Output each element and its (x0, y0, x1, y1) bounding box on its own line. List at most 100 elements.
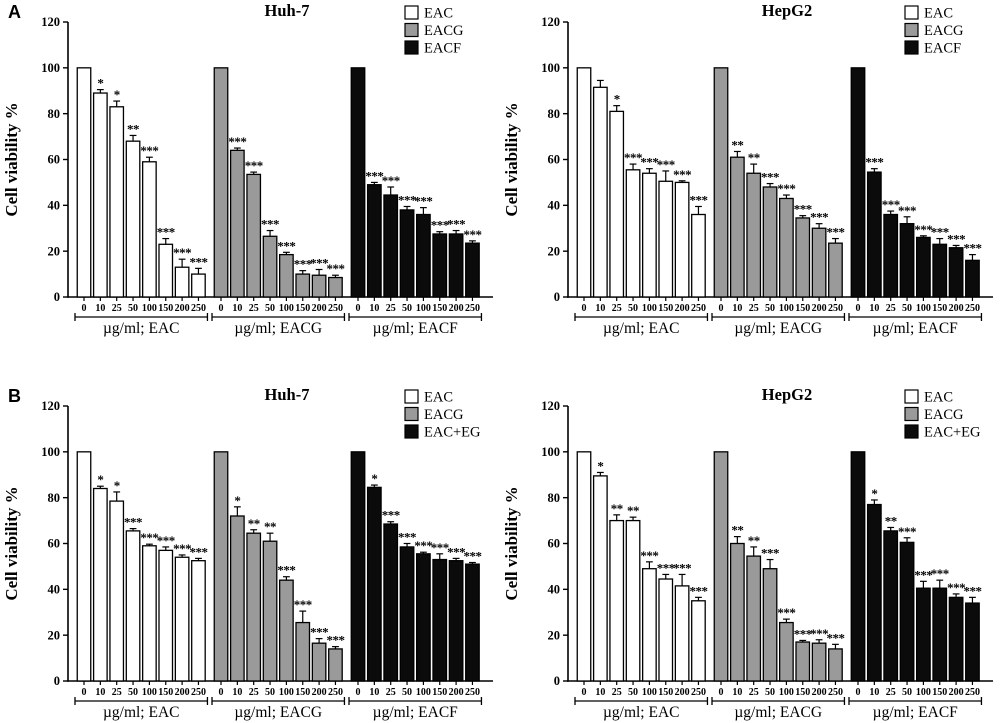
bar (213, 451, 229, 682)
bar (674, 585, 690, 682)
x-tick-label: 0 (219, 687, 224, 698)
x-tick-label: 50 (902, 687, 912, 698)
group-axis-label: µg/ml; EACG (234, 320, 322, 337)
significance-stars: *** (794, 202, 812, 217)
bar (229, 149, 245, 298)
x-tick-label: 100 (642, 687, 657, 698)
bar (174, 266, 190, 298)
x-tick-label: 0 (582, 303, 587, 314)
significance-stars: *** (431, 540, 449, 555)
bar (141, 161, 157, 298)
x-tick-label: 200 (949, 303, 964, 314)
x-tick-label: 200 (312, 303, 327, 314)
x-tick-label: 100 (916, 687, 931, 698)
x-tick-label: 200 (175, 303, 190, 314)
bar (948, 596, 964, 682)
significance-stars: *** (228, 134, 246, 149)
bar (576, 67, 592, 298)
significance-stars: *** (826, 630, 844, 645)
significance-stars: *** (865, 155, 883, 170)
panel-a-label: A (8, 2, 21, 22)
x-tick-label: 250 (328, 687, 343, 698)
legend-label: EAC (924, 390, 953, 406)
group-axis-label: µg/ml; EACF (873, 704, 959, 721)
bar (328, 648, 343, 682)
significance-stars: ** (885, 513, 897, 528)
x-tick-label: 10 (595, 303, 605, 314)
bar (899, 223, 915, 298)
legend-swatch-eacf (404, 40, 419, 55)
y-tick-label: 60 (548, 153, 561, 167)
significance-stars: *** (310, 256, 328, 271)
group-axis-label: µg/ml; EACF (873, 320, 959, 337)
significance-stars: ** (627, 503, 639, 518)
legend-swatch-eacf (904, 40, 919, 55)
bar (883, 530, 899, 682)
bar (311, 642, 327, 682)
y-tick-label: 80 (48, 491, 61, 505)
significance-stars: *** (826, 225, 844, 240)
x-tick-label: 25 (386, 687, 396, 698)
x-tick-label: 50 (902, 303, 912, 314)
group-axis-label: µg/ml; EACF (373, 320, 459, 337)
x-tick-label: 0 (719, 303, 724, 314)
y-tick-label: 40 (48, 583, 61, 597)
x-tick-label: 25 (612, 687, 622, 698)
bar (262, 540, 278, 682)
x-tick-label: 250 (828, 687, 843, 698)
x-tick-label: 25 (886, 303, 896, 314)
significance-stars: *** (140, 143, 158, 158)
significance-stars: *** (277, 238, 295, 253)
bar (415, 553, 431, 682)
legend-swatch-eac (904, 5, 919, 20)
legend-swatch-eacg (404, 406, 419, 422)
x-tick-label: 200 (949, 687, 964, 698)
bar (432, 233, 448, 298)
significance-stars: *** (447, 544, 465, 559)
bar (795, 641, 811, 682)
bar (366, 184, 382, 298)
y-tick-label: 0 (554, 290, 560, 304)
significance-stars: *** (124, 515, 142, 530)
bar (448, 233, 464, 298)
significance-stars: *** (794, 626, 812, 641)
x-tick-label: 100 (416, 303, 431, 314)
bar (432, 558, 448, 682)
bar (811, 227, 827, 298)
significance-stars: *** (624, 150, 642, 165)
x-tick-label: 50 (265, 303, 275, 314)
y-tick-label: 80 (548, 107, 561, 121)
x-tick-label: 200 (675, 303, 690, 314)
y-axis-title: Cell viability % (2, 486, 21, 600)
group-axis-label: µg/ml; EAC (603, 320, 680, 337)
x-tick-label: 100 (416, 687, 431, 698)
legend-label: EAC+EG (424, 425, 481, 441)
x-tick-label: 50 (402, 687, 412, 698)
legend-label: EAC (924, 6, 953, 22)
bar (729, 542, 745, 682)
bar (658, 578, 674, 682)
significance-stars: * (97, 472, 103, 487)
significance-stars: * (871, 486, 877, 501)
bar (746, 172, 762, 298)
legend-label: EACF (924, 41, 961, 57)
bar (295, 621, 311, 682)
legend-label: EACF (424, 41, 461, 57)
bar (691, 213, 706, 298)
legend-label: EACG (424, 407, 464, 423)
bar (465, 242, 480, 298)
y-tick-label: 20 (548, 628, 561, 642)
bar (125, 530, 141, 682)
bar (625, 519, 641, 682)
y-tick-label: 20 (48, 244, 61, 258)
significance-stars: *** (761, 546, 779, 561)
y-tick-label: 20 (548, 244, 561, 258)
x-tick-label: 250 (691, 303, 706, 314)
significance-stars: * (97, 76, 103, 91)
x-tick-label: 150 (158, 303, 173, 314)
legend-label: EACG (424, 23, 464, 39)
y-tick-label: 120 (541, 399, 560, 413)
x-tick-label: 25 (386, 303, 396, 314)
significance-stars: *** (326, 261, 344, 276)
bar (658, 180, 674, 298)
